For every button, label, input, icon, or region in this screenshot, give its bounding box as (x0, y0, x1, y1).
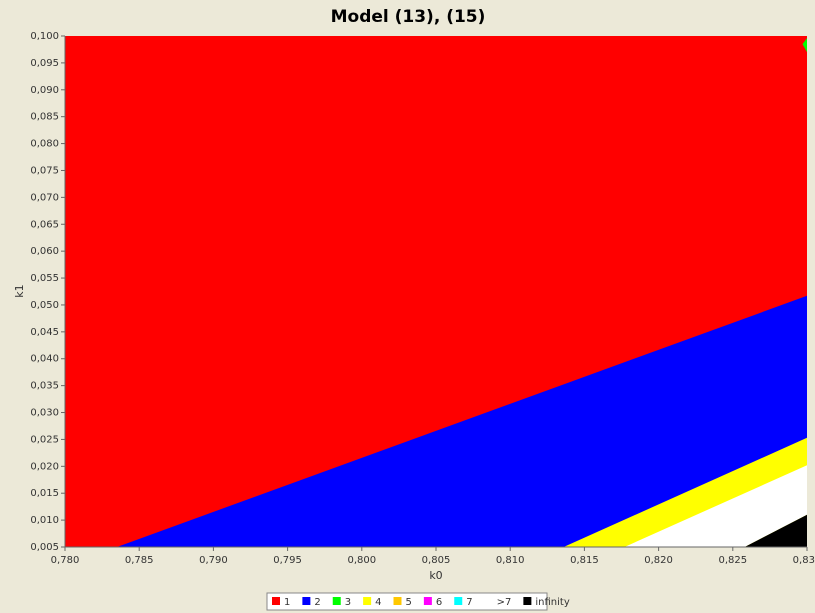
legend-swatch (302, 597, 311, 605)
y-tick-label: 0,080 (30, 139, 59, 150)
legend-label: 1 (284, 597, 290, 608)
x-tick-label: 0,810 (496, 555, 525, 566)
x-tick-label: 0,815 (570, 555, 599, 566)
x-tick-label: 0,830 (793, 555, 815, 566)
y-tick-label: 0,025 (30, 434, 59, 445)
x-tick-label: 0,800 (347, 555, 376, 566)
y-tick-label: 0,060 (30, 246, 59, 257)
legend-swatch (332, 597, 341, 605)
plot-area (65, 36, 807, 547)
y-axis-label: k1 (13, 284, 26, 297)
y-tick-label: 0,010 (30, 515, 59, 526)
y-tick-label: 0,005 (30, 542, 59, 553)
legend-label: 5 (406, 597, 412, 608)
x-tick-label: 0,790 (199, 555, 228, 566)
legend-swatch (523, 597, 532, 605)
x-tick-label: 0,825 (718, 555, 747, 566)
chart-title: Model (13), (15) (331, 7, 486, 27)
x-tick-label: 0,785 (125, 555, 154, 566)
x-tick-label: 0,820 (644, 555, 673, 566)
y-tick-label: 0,065 (30, 219, 59, 230)
y-tick-label: 0,070 (30, 192, 59, 203)
y-tick-label: 0,095 (30, 58, 59, 69)
legend-label: >7 (497, 597, 512, 608)
legend-swatch (484, 597, 493, 605)
x-axis-label: k0 (429, 569, 442, 582)
y-tick-label: 0,015 (30, 488, 59, 499)
y-tick-label: 0,020 (30, 461, 59, 472)
x-tick-label: 0,795 (273, 555, 302, 566)
y-tick-label: 0,035 (30, 381, 59, 392)
legend-label: 3 (345, 597, 351, 608)
y-tick-label: 0,100 (30, 31, 59, 42)
y-tick-label: 0,050 (30, 300, 59, 311)
legend-swatch (423, 597, 432, 605)
legend-swatch (454, 597, 463, 605)
y-tick-label: 0,045 (30, 327, 59, 338)
y-tick-label: 0,040 (30, 354, 59, 365)
region (116, 295, 807, 547)
legend-label: 2 (314, 597, 320, 608)
region (624, 465, 807, 547)
x-tick-label: 0,780 (51, 555, 80, 566)
legend-swatch (393, 597, 402, 605)
legend-swatch (272, 597, 280, 605)
y-tick-label: 0,030 (30, 408, 59, 419)
region (802, 38, 807, 53)
y-tick-label: 0,075 (30, 165, 59, 176)
region (744, 514, 807, 547)
legend-swatch (363, 597, 372, 605)
legend-label: 4 (375, 597, 381, 608)
x-tick-label: 0,805 (422, 555, 451, 566)
legend-label: 7 (466, 597, 472, 608)
y-tick-label: 0,090 (30, 85, 59, 96)
legend-label: 6 (436, 597, 442, 608)
y-tick-label: 0,085 (30, 112, 59, 123)
legend-label: infinity (535, 597, 569, 608)
y-tick-label: 0,055 (30, 273, 59, 284)
